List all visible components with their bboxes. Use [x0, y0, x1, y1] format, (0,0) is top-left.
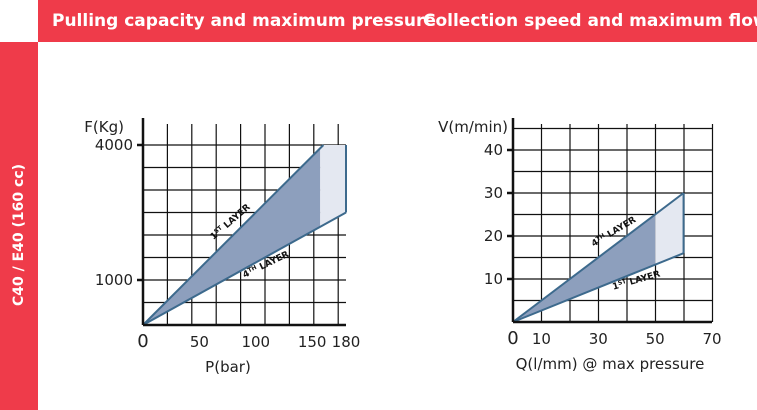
chart2-y-axis-label: V(m/min) [438, 118, 508, 136]
chart2-series-lower [512, 252, 684, 323]
chart2-y-tick-label: 20 [484, 227, 503, 245]
chart2-x-axis-label: Q(l/mm) @ max pressure [516, 355, 705, 373]
chart2-x-tick-label: 10 [532, 330, 551, 348]
left-chart-title: Pulling capacity and maximum pressure [52, 11, 436, 31]
chart2-grid [512, 124, 714, 323]
chart1-x-tick-label: 100 [241, 333, 270, 351]
chart2-x-tick-label: 70 [702, 330, 721, 348]
chart2-x-tick-label: 30 [589, 330, 608, 348]
chart1-y-axis-label: F(Kg) [84, 118, 124, 136]
chart1-y-tick-label: 1000 [95, 271, 133, 289]
chart1-x-tick-label: 0 [137, 331, 148, 352]
chart2-series-upper [512, 192, 685, 323]
chart1-x-axis-label: P(bar) [205, 358, 251, 376]
chart2-y-tick-label: 40 [484, 141, 503, 159]
header-bar: Pulling capacity and maximum pressure Co… [38, 0, 757, 42]
chart2-x-tick-label: 0 [507, 328, 518, 349]
chart1-x-tick-label: 50 [190, 333, 209, 351]
chart2-y-tick-label: 10 [484, 270, 503, 288]
chart2-x-tick-label: 50 [646, 330, 665, 348]
chart1-series-upper [142, 144, 325, 326]
chart2-y-tick-label: 30 [484, 184, 503, 202]
chart1-x-tick-label: 180 [332, 333, 361, 351]
chart1-band-light [320, 145, 346, 227]
chart1-x-tick-label: 150 [298, 333, 327, 351]
chart2-band-light [655, 193, 684, 265]
side-bar [0, 42, 38, 410]
chart1-y-tick-label: 4000 [95, 136, 133, 154]
right-chart-title: Collection speed and maximum flow [423, 11, 757, 31]
chart1-series-lower [142, 211, 347, 326]
